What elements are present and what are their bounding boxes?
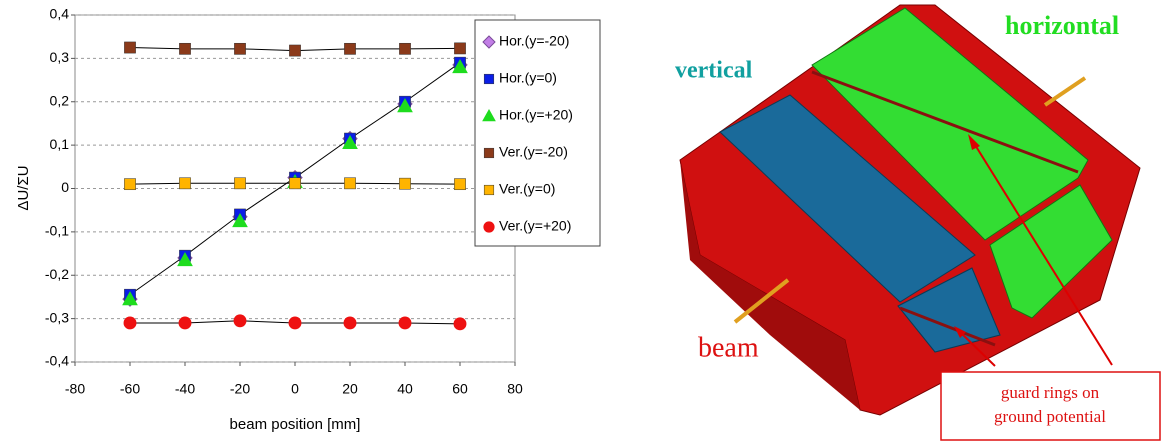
marker [177,252,193,267]
marker [454,178,466,191]
marker [234,42,246,55]
marker [289,44,301,57]
legend-label: Hor.(y=+20) [499,107,573,123]
label-horizontal: horizontal [1005,11,1119,40]
y-tick-label: 0,1 [50,136,70,152]
marker [344,42,356,55]
arrow-head [954,326,966,338]
legend-marker [482,35,496,49]
note-line: guard rings on [1001,383,1100,402]
marker [453,317,467,331]
marker [178,316,192,330]
marker [122,291,138,306]
marker [179,177,191,190]
marker [398,316,412,330]
marker [233,314,247,328]
x-tick-label: 20 [342,381,358,397]
legend-marker [483,73,495,85]
legend [474,19,601,247]
legend-label: Hor.(y=-20) [499,33,569,49]
legend-marker [483,221,495,233]
arrow [971,139,1113,366]
y-tick-label: 0,3 [50,49,70,65]
arrow-head [968,134,980,150]
horizontal-electrode-2 [989,184,1113,319]
vertical-electrode [719,94,976,303]
y-tick-label: -0,3 [45,309,69,325]
marker [124,178,136,191]
marker [232,213,248,228]
marker [289,177,301,190]
marker [344,177,356,190]
x-tick-label: 60 [452,381,468,397]
chart: ΔU/ΣU beam position [mm] -0,4 -0,3 -0,2 -0,… [15,6,601,433]
x-tick-label: -80 [65,381,85,397]
beam-pipe [1043,76,1087,107]
guard-ring [899,306,996,347]
beam-pipe [733,278,790,324]
legend-marker [482,108,496,122]
marker [288,316,302,330]
marker [454,42,466,55]
y-tick-label: 0,2 [50,92,70,108]
frame-side [680,160,860,410]
marker [179,42,191,55]
y-tick-label: -0,4 [45,353,69,369]
legend-marker [483,147,495,159]
label-vertical: vertical [675,58,753,84]
x-tick-label: -40 [175,381,195,397]
x-tick-label: -20 [230,381,250,397]
guard-ring [811,70,1079,174]
marker [123,316,137,330]
x-tick-label: 40 [397,381,413,397]
marker [399,42,411,55]
legend-label: Hor.(y=0) [499,70,557,86]
marker [343,316,357,330]
note-box [940,371,1161,441]
x-axis-title: beam position [mm] [230,416,361,433]
y-tick-label: -0,1 [45,223,69,239]
y-tick-label: 0,4 [50,6,70,22]
x-tick-label: 80 [507,381,523,397]
vertical-electrode-2 [897,267,1001,353]
legend-label: Ver.(y=-20) [499,144,568,160]
x-tick-label: 0 [291,381,299,397]
y-tick-label: 0 [61,179,69,195]
y-axis-title: ΔU/ΣU [15,165,32,210]
detector-diagram: horizontal vertical beam guard rings on … [675,4,1161,441]
marker [399,177,411,190]
marker [342,134,358,150]
marker [397,98,413,113]
x-tick-label: -60 [120,381,140,397]
y-tick-label: -0,2 [45,266,69,282]
marker [234,177,246,190]
label-beam: beam [698,332,759,363]
legend-marker [483,184,495,196]
arrow [957,329,996,367]
legend-label: Ver.(y=+20) [499,218,571,234]
marker [452,59,468,74]
marker [124,41,136,54]
legend-label: Ver.(y=0) [499,181,555,197]
note-line: ground potential [994,407,1106,426]
